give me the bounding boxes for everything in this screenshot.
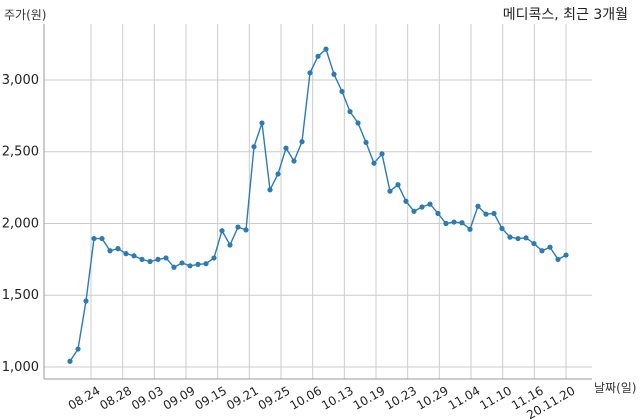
grid-lines bbox=[44, 24, 592, 379]
data-point bbox=[139, 256, 145, 262]
x-tick-label: 11.10 bbox=[477, 383, 514, 412]
data-point bbox=[75, 346, 81, 352]
data-point bbox=[195, 261, 201, 267]
data-point bbox=[203, 261, 209, 267]
data-point bbox=[515, 235, 521, 242]
data-point bbox=[187, 263, 193, 269]
data-point bbox=[331, 71, 337, 77]
x-tick-label: 08.28 bbox=[97, 383, 134, 412]
data-point bbox=[163, 255, 169, 261]
x-tick-label: 11.04 bbox=[446, 383, 483, 412]
data-point bbox=[155, 256, 161, 262]
data-point bbox=[443, 220, 449, 227]
data-point bbox=[483, 211, 489, 217]
x-tick-labels: 08.2408.2809.0309.0909.1509.2109.2510.06… bbox=[66, 383, 578, 419]
x-tick-label: 09.09 bbox=[161, 383, 198, 412]
data-point bbox=[419, 204, 425, 210]
x-tick-label: 09.03 bbox=[129, 383, 166, 412]
x-tick-label: 09.25 bbox=[256, 383, 293, 412]
x-tick-label: 10.13 bbox=[319, 383, 356, 412]
data-point bbox=[523, 235, 529, 241]
data-point bbox=[219, 228, 225, 234]
data-point bbox=[259, 120, 265, 126]
axes bbox=[43, 24, 592, 380]
data-point bbox=[547, 244, 553, 250]
series-line bbox=[69, 47, 567, 362]
data-point bbox=[539, 248, 545, 254]
data-point bbox=[531, 240, 537, 247]
data-point bbox=[379, 151, 385, 157]
data-point bbox=[107, 248, 113, 254]
y-tick-label: 2,500 bbox=[2, 145, 39, 160]
data-point bbox=[171, 264, 177, 270]
data-point bbox=[451, 219, 457, 225]
x-tick-label: 10.23 bbox=[382, 383, 419, 412]
data-point bbox=[267, 187, 273, 193]
y-axis-label: 주가(원) bbox=[4, 8, 47, 22]
data-point bbox=[315, 53, 321, 59]
data-point bbox=[299, 139, 305, 145]
data-point bbox=[235, 224, 241, 230]
data-point bbox=[283, 145, 289, 151]
data-point bbox=[411, 208, 417, 214]
data-point bbox=[475, 203, 481, 209]
data-point bbox=[427, 201, 433, 207]
data-point bbox=[243, 227, 249, 233]
data-point bbox=[339, 88, 345, 95]
data-point bbox=[67, 358, 73, 364]
data-point bbox=[355, 120, 361, 126]
data-point bbox=[323, 46, 329, 52]
data-point bbox=[491, 210, 497, 217]
y-tick-label: 1,000 bbox=[2, 360, 39, 375]
data-points bbox=[67, 46, 569, 364]
data-point bbox=[507, 234, 513, 240]
y-tick-labels: 1,000 1,500 2,000 2,500 3,000 bbox=[2, 73, 39, 375]
data-point bbox=[499, 225, 505, 232]
data-point bbox=[395, 182, 401, 188]
data-point bbox=[83, 298, 89, 304]
x-axis-label: 날짜(일) bbox=[594, 381, 637, 395]
x-tick-label: 10.29 bbox=[414, 383, 451, 412]
data-point bbox=[403, 198, 409, 204]
y-tick-label: 3,000 bbox=[2, 73, 39, 88]
data-point bbox=[91, 235, 97, 242]
data-point bbox=[99, 235, 105, 242]
data-point bbox=[291, 158, 297, 164]
data-point bbox=[147, 258, 153, 265]
data-point bbox=[435, 210, 441, 217]
data-point bbox=[179, 260, 185, 266]
data-point bbox=[227, 242, 233, 248]
data-point bbox=[347, 108, 353, 115]
series-line-path bbox=[69, 47, 567, 362]
data-point bbox=[275, 171, 281, 177]
y-tick-label: 2,000 bbox=[2, 216, 39, 231]
data-point bbox=[363, 139, 369, 146]
x-tick-label: 10.19 bbox=[351, 383, 388, 412]
data-point bbox=[211, 255, 217, 261]
data-point bbox=[459, 220, 465, 226]
x-tick-label: 10.06 bbox=[287, 383, 324, 412]
y-tick-label: 1,500 bbox=[2, 288, 39, 303]
data-point bbox=[251, 144, 257, 150]
x-tick-label: 09.21 bbox=[224, 383, 261, 412]
chart-title: 메디콕스, 최근 3개월 bbox=[502, 7, 628, 23]
data-point bbox=[123, 251, 129, 257]
data-point bbox=[467, 226, 473, 232]
data-point bbox=[555, 256, 561, 262]
x-tick-label: 08.24 bbox=[66, 383, 103, 412]
data-point bbox=[115, 246, 121, 252]
data-point bbox=[563, 252, 569, 258]
data-point bbox=[371, 160, 377, 166]
data-point bbox=[387, 188, 393, 194]
data-point bbox=[307, 70, 313, 76]
x-tick-label: 09.15 bbox=[192, 383, 229, 412]
data-point bbox=[131, 253, 137, 259]
